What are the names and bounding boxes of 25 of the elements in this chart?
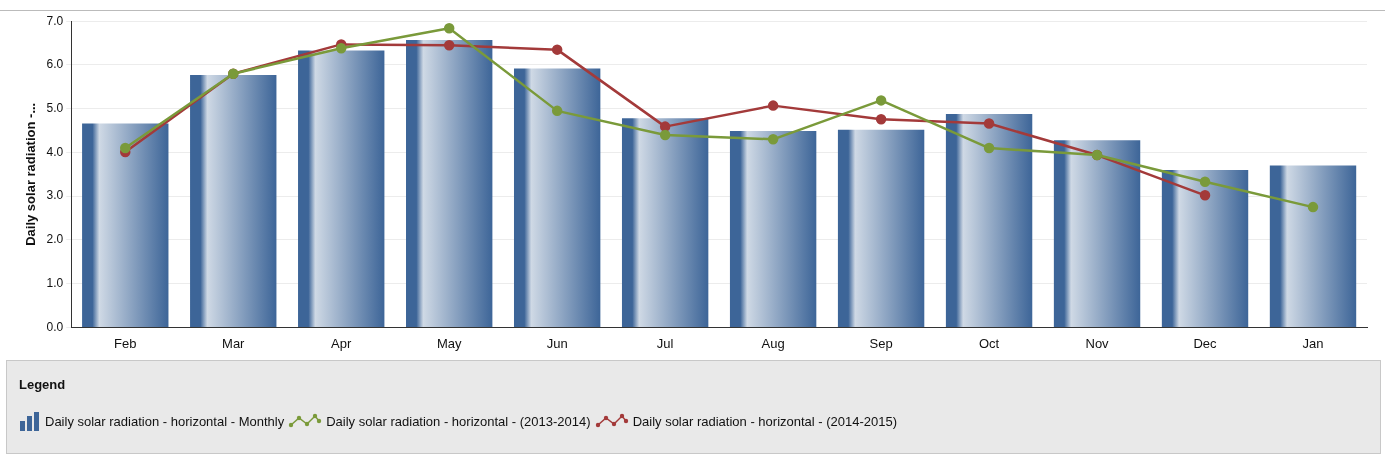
legend-label: Daily solar radiation - horizontal - (2014-2015) — [632, 413, 898, 429]
y-tick-label: 1.0 — [46, 275, 64, 290]
y-tick-label: 2.0 — [46, 232, 64, 247]
y-tick-label: 5.0 — [46, 101, 64, 115]
x-tick-label: Mar — [222, 335, 246, 351]
legend-title: Legend — [19, 377, 66, 392]
x-tick-label: Dec — [1193, 335, 1218, 351]
y-tick-label: 7.0 — [46, 13, 64, 28]
x-tick-label: May — [436, 335, 462, 351]
x-tick-label: Jul — [656, 335, 674, 351]
legend-label: Daily solar radiation - horizontal - Monthly — [45, 413, 285, 429]
y-tick-label: 6.0 — [46, 57, 64, 72]
x-tick-label: Feb — [114, 335, 137, 351]
y-tick-label: 3.0 — [46, 188, 64, 203]
x-tick-label: Oct — [978, 335, 1000, 351]
x-tick-label: Sep — [869, 335, 893, 351]
x-tick-label: Jan — [1302, 335, 1324, 351]
legend-label: Daily solar radiation - horizontal - (2013-2014) — [326, 413, 591, 429]
y-tick-label: 4.0 — [46, 144, 64, 159]
x-tick-label: Jun — [546, 335, 568, 351]
y-tick-label: 0.0 — [46, 319, 64, 334]
x-tick-label: Nov — [1085, 335, 1110, 351]
x-tick-label: Aug — [761, 335, 785, 351]
y-axis-title: Daily solar radiation -... — [23, 102, 39, 246]
x-tick-label: Apr — [331, 335, 353, 351]
